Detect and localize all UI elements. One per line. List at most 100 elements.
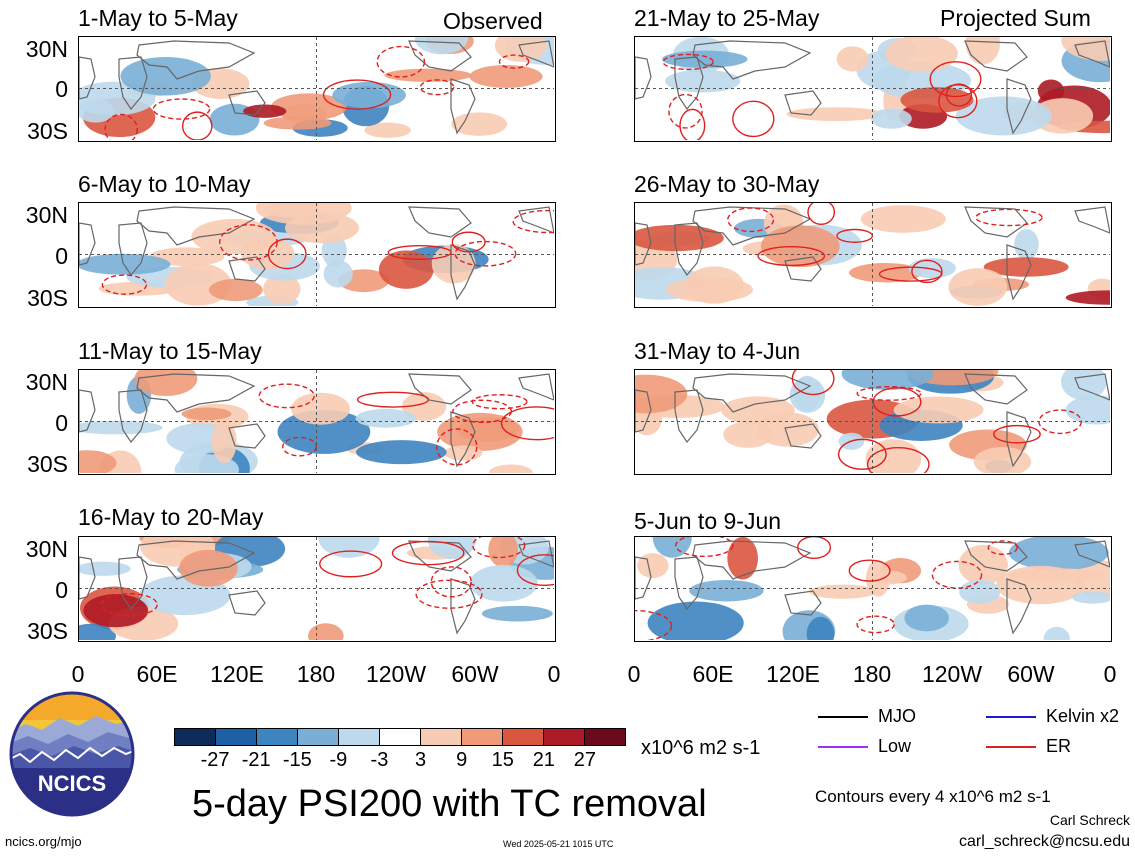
er-contour <box>387 244 452 260</box>
coastline <box>118 556 148 611</box>
legend-label-low: Low <box>878 736 912 756</box>
er-contour <box>866 447 930 473</box>
anomaly-shading <box>806 616 835 640</box>
lat-label: 0 <box>55 577 68 603</box>
logo-text: NCICS <box>38 771 106 796</box>
er-contour <box>415 579 483 609</box>
anomaly-shading <box>384 68 472 82</box>
coastline <box>408 373 472 405</box>
er-contour <box>635 610 673 640</box>
panel-title: 26-May to 30-May <box>634 171 820 197</box>
lon-label: 60W <box>451 661 499 687</box>
lon-label: 120E <box>210 661 264 687</box>
anomaly-shading <box>120 56 211 96</box>
coastline <box>228 90 266 116</box>
site-link[interactable]: ncics.org/mjo <box>5 834 82 849</box>
coastline <box>692 540 812 580</box>
anomaly-shading <box>255 203 352 225</box>
anomaly-shading <box>79 623 117 640</box>
lat-label: 0 <box>55 243 68 269</box>
anomaly-shading <box>948 268 1008 306</box>
colorbar-tick-label: -27 <box>200 749 230 771</box>
er-contour <box>319 550 383 578</box>
coastline <box>518 373 554 401</box>
coastline <box>228 590 266 616</box>
er-contour <box>512 209 554 234</box>
anomaly-shading <box>635 374 688 414</box>
coastline <box>674 556 704 611</box>
anomaly-shading <box>277 409 371 454</box>
er-contour <box>376 45 426 78</box>
er-contour <box>282 436 318 457</box>
coastline <box>1074 373 1110 401</box>
er-contour <box>419 79 455 96</box>
colorbar-tick-label: 21 <box>532 749 555 771</box>
coastline <box>635 56 652 100</box>
coastline <box>635 389 652 433</box>
er-contour <box>104 113 138 140</box>
anomaly-shading <box>79 450 117 473</box>
lat-label: 30S <box>27 285 68 311</box>
anomaly-shading <box>308 623 344 640</box>
anomaly-shading <box>723 421 773 448</box>
anomaly-shading <box>893 396 984 424</box>
coastline <box>1074 206 1110 234</box>
anomaly-shading <box>1031 98 1094 134</box>
lon-label: 180 <box>296 661 336 687</box>
coastline <box>674 222 704 277</box>
anomaly-shading <box>665 69 741 93</box>
anomaly-shading <box>469 564 538 602</box>
lat-label: 30N <box>25 202 68 228</box>
coastline <box>450 411 476 468</box>
anomaly-shading <box>291 392 350 425</box>
er-contour <box>668 93 703 129</box>
er-contour <box>452 399 513 423</box>
er-contour <box>219 224 278 261</box>
er-contour <box>807 203 836 226</box>
colorbar-tick-label: -3 <box>370 749 389 771</box>
anomaly-shading <box>488 464 533 473</box>
lon-label: 60W <box>1007 661 1055 687</box>
anomaly-shading <box>1072 591 1110 604</box>
colorbar-tick-label: 9 <box>456 749 468 771</box>
anomaly-shading <box>355 408 417 428</box>
map-panel <box>634 202 1112 308</box>
anomaly-shading <box>885 37 958 72</box>
author-email[interactable]: carl_schreck@ncsu.edu <box>959 833 1130 850</box>
map-panel <box>634 536 1112 642</box>
coastline <box>228 423 266 449</box>
er-contour <box>732 100 775 138</box>
anomaly-shading <box>208 278 263 302</box>
colorbar-swatch <box>256 729 297 745</box>
er-contour <box>101 274 148 295</box>
coastline <box>408 206 472 238</box>
er-contour <box>472 537 526 559</box>
er-contour <box>454 240 517 267</box>
er-contour <box>837 438 887 470</box>
er-contour <box>929 61 982 98</box>
anomaly-shading <box>83 594 149 628</box>
anomaly-shading <box>908 258 956 279</box>
panel-title: 1-May to 5-May <box>78 5 238 31</box>
lon-label: 60E <box>136 661 178 687</box>
anomaly-shading <box>760 225 840 268</box>
lon-label: 60E <box>692 661 734 687</box>
lon-label: 0 <box>627 661 641 687</box>
er-contour <box>152 98 211 120</box>
ncics-logo: NCICS <box>8 690 136 818</box>
lon-label: 0 <box>71 661 85 687</box>
coastline <box>518 40 554 68</box>
colorbar-swatch <box>461 729 502 745</box>
coastline <box>518 540 554 568</box>
anomaly-shading <box>79 253 171 275</box>
anomaly-shading <box>1065 290 1110 305</box>
legend-line-kelvin <box>986 716 1036 718</box>
er-contour <box>181 111 213 140</box>
colorbar-units: x10^6 m2 s-1 <box>641 737 761 759</box>
er-contour <box>945 83 973 107</box>
coastline <box>692 373 812 413</box>
anomaly-shading <box>635 224 724 252</box>
panel-tag-projected: Projected Sum <box>940 5 1091 31</box>
er-contour <box>258 383 315 409</box>
coastline <box>964 373 1028 405</box>
